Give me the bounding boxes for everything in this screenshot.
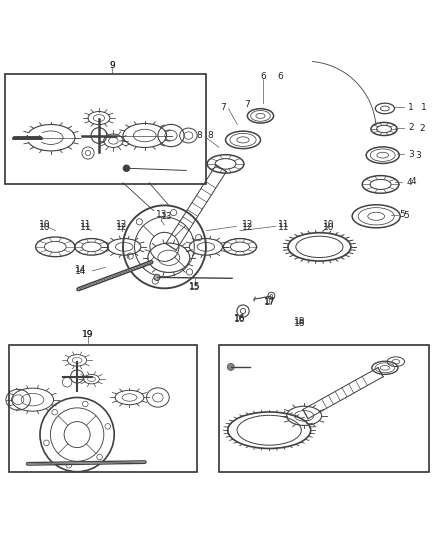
Text: 12: 12 [117,220,128,229]
Text: 19: 19 [82,330,94,338]
Text: 5: 5 [399,209,405,219]
Text: 12: 12 [117,223,128,232]
Text: 8: 8 [207,131,213,140]
Text: 7: 7 [220,103,226,111]
Text: 1: 1 [408,103,414,111]
Text: 10: 10 [323,223,335,232]
Text: 10: 10 [39,223,50,232]
Text: 19: 19 [82,330,94,338]
Text: 6: 6 [277,72,283,81]
Text: 8: 8 [197,131,202,140]
Text: 9: 9 [109,61,115,70]
Text: 17: 17 [264,298,275,307]
Text: 9: 9 [109,61,115,70]
Text: 7: 7 [244,100,250,109]
Text: 11: 11 [278,223,290,232]
Bar [5,75,206,183]
Circle shape [154,274,160,280]
Text: 15: 15 [189,281,201,290]
Text: 3: 3 [408,150,414,159]
Text: 14: 14 [75,267,86,276]
Text: 13: 13 [155,211,167,220]
Text: 10: 10 [39,220,50,229]
Circle shape [124,165,130,171]
Text: 1: 1 [421,103,427,111]
Text: 15: 15 [189,283,201,292]
Text: 12: 12 [242,220,254,229]
Text: 6: 6 [260,72,266,81]
Text: 14: 14 [75,265,86,274]
Text: 4: 4 [406,177,412,187]
Text: 5: 5 [403,211,409,220]
Text: 3: 3 [415,151,420,160]
Text: 10: 10 [323,220,335,229]
Text: 11: 11 [80,220,92,229]
Text: 16: 16 [234,314,246,324]
Bar [219,345,428,472]
Text: 11: 11 [278,220,290,229]
Circle shape [227,364,234,370]
Text: 11: 11 [80,223,92,232]
Text: 13: 13 [161,212,173,221]
Text: 17: 17 [264,297,275,306]
Text: 2: 2 [408,123,414,132]
Text: 18: 18 [294,319,306,328]
Text: 4: 4 [410,177,416,186]
Text: 18: 18 [294,317,306,326]
Text: 2: 2 [419,125,425,133]
Text: 12: 12 [242,223,254,232]
Text: 16: 16 [234,315,246,324]
Bar [10,345,197,472]
